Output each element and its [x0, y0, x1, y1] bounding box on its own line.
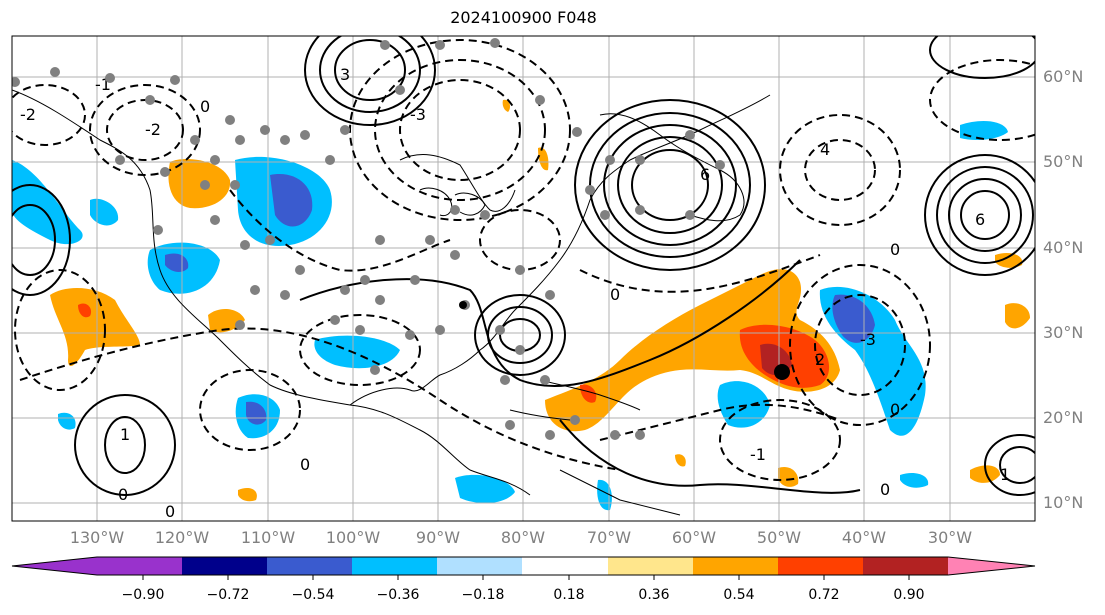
map-frame — [11, 35, 1036, 522]
map-title: 2024100900 F048 — [450, 8, 597, 27]
colorbar-tick-label: 0.18 — [553, 587, 585, 603]
lon-label-70w: 70°W — [586, 528, 632, 547]
lon-label-100w: 100°W — [325, 528, 381, 547]
lat-label-20n: 20°N — [1043, 408, 1084, 427]
colorbar-tick-label: −0.72 — [206, 587, 250, 603]
contour-label: 0 — [890, 240, 900, 259]
colorbar-tick-label: −0.18 — [461, 587, 505, 603]
colorbar-tick-label: 0.36 — [638, 587, 670, 603]
contour-label: 6 — [975, 210, 985, 229]
colorbar-tick-label: 0.90 — [893, 587, 925, 603]
lon-label-50w: 50°W — [756, 528, 802, 547]
lon-label-120w: 120°W — [154, 528, 210, 547]
contour-label: -2 — [20, 105, 36, 124]
colorbar-extend-low — [12, 557, 97, 575]
colorbar-tick-label: 0.72 — [808, 587, 840, 603]
colorbar-tick-label: −0.54 — [291, 587, 335, 603]
lat-label-40n: 40°N — [1043, 238, 1084, 257]
contour-label: 2 — [815, 350, 825, 369]
lon-label-30w: 30°W — [927, 528, 973, 547]
contours-solid — [12, 36, 1035, 496]
lat-label-10n: 10°N — [1043, 493, 1084, 512]
lon-label-130w: 130°W — [69, 528, 125, 547]
lat-label-50n: 50°N — [1043, 152, 1084, 171]
contour-label: 0 — [890, 400, 900, 419]
lat-label-30n: 30°N — [1043, 323, 1084, 342]
highlight-markers — [459, 301, 790, 380]
station-markers — [12, 38, 725, 440]
contour-label: -3 — [860, 330, 876, 349]
contour-label: 6 — [700, 165, 710, 184]
lon-label-90w: 90°W — [415, 528, 461, 547]
colorbar-tick-label: −0.90 — [121, 587, 165, 603]
contour-label: 0 — [200, 97, 210, 116]
positive-anomaly-shading — [50, 99, 1030, 502]
lat-label-60n: 60°N — [1043, 67, 1084, 86]
contour-label: 1 — [1000, 465, 1010, 484]
contour-label: 0 — [300, 455, 310, 474]
colorbar — [11, 556, 1036, 580]
contour-value-labels: -1 0 3 -3 0 6 6 1 0 -3 2 0 0 0 1 4 0 -1 … — [20, 65, 1010, 521]
contour-label: 0 — [610, 285, 620, 304]
colorbar-tick-label: 0.54 — [723, 587, 755, 603]
colorbar-tick-label: −0.36 — [376, 587, 420, 603]
contour-label: 1 — [120, 425, 130, 444]
lon-label-110w: 110°W — [240, 528, 296, 547]
colorbar-extend-high — [948, 557, 1035, 575]
contour-label: -3 — [410, 105, 426, 124]
contour-label: 0 — [880, 480, 890, 499]
contour-label: 4 — [820, 140, 830, 159]
lon-label-80w: 80°W — [500, 528, 546, 547]
contour-label: 0 — [165, 502, 175, 521]
lon-label-60w: 60°W — [671, 528, 717, 547]
contour-label: -1 — [750, 445, 766, 464]
contour-label: 0 — [118, 485, 128, 504]
map-layers: -1 0 3 -3 0 6 6 1 0 -3 2 0 0 0 1 4 0 -1 … — [12, 36, 1035, 521]
lon-label-40w: 40°W — [841, 528, 887, 547]
contour-label: 3 — [340, 65, 350, 84]
contour-label: -2 — [145, 120, 161, 139]
